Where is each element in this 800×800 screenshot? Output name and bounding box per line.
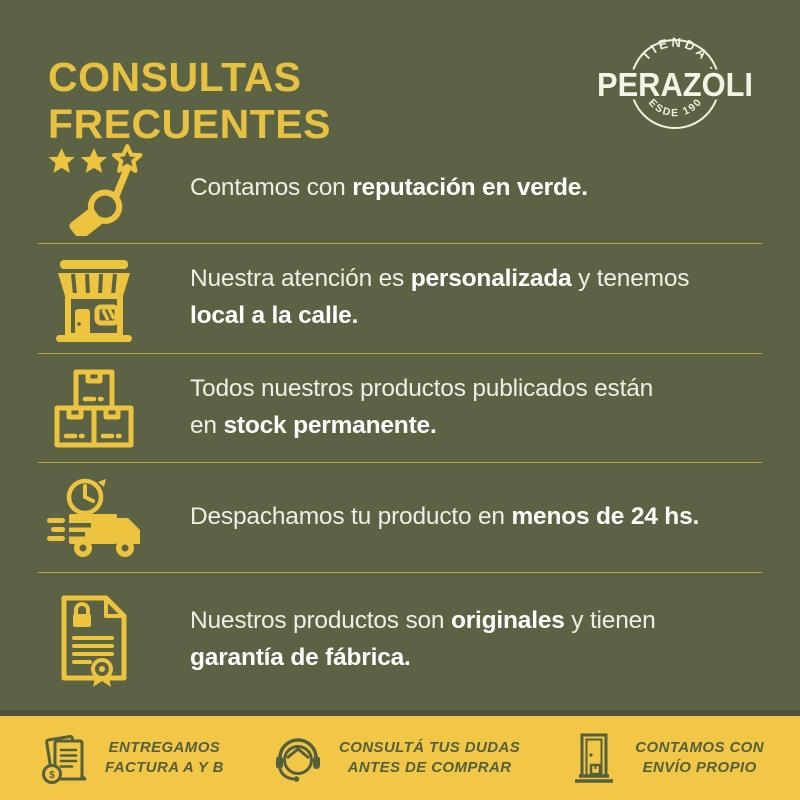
- invoice-icon: $: [42, 734, 87, 784]
- headset-icon: [276, 738, 321, 782]
- storefront-icon: [38, 252, 190, 344]
- perazoli-logo: · TIENDA · PERAZOLI · DESDE 1905 ·: [590, 26, 757, 129]
- divider: [38, 242, 762, 244]
- rating-stars-hand-icon: [38, 140, 190, 237]
- page-title: CONSULTAS FRECUENTES: [48, 54, 331, 147]
- feature-row-warranty: Nuestros productos son originales y tien…: [38, 573, 762, 706]
- divider: [38, 352, 762, 354]
- stacked-boxes-icon: [38, 362, 190, 454]
- footer-top-strip: [0, 710, 800, 716]
- footer-text-invoice: ENTREGAMOS FACTURA A Y B: [105, 738, 224, 776]
- svg-text:$: $: [49, 770, 55, 781]
- divider: [38, 572, 762, 574]
- header: CONSULTAS FRECUENTES · TIENDA · PERAZOLI…: [0, 0, 800, 147]
- divider: [38, 462, 762, 464]
- feature-row-stock: Todos nuestros productos publicados está…: [38, 354, 762, 463]
- footer-text-support: CONSULTÁ TUS DUDAS ANTES DE COMPRAR: [339, 738, 521, 776]
- feature-text-stock: Todos nuestros productos publicados está…: [190, 375, 654, 440]
- footer-text-delivery: CONTAMOS CON ENVÍO PROPIO: [635, 738, 764, 776]
- delivery-truck-clock-icon: [38, 472, 190, 564]
- feature-row-reputation: Contamos con reputación en verde.: [38, 134, 762, 243]
- footer: $ ENTREGAMOS FACTURA A Y B CONSULTÁ TUS …: [0, 716, 800, 800]
- feature-text-attention: Nuestra atención es personalizada y tene…: [190, 265, 690, 330]
- feature-list: Contamos con reputación en verde.: [0, 134, 800, 710]
- footer-item-support: CONSULTÁ TUS DUDAS ANTES DE COMPRAR: [270, 730, 520, 786]
- feature-text-warranty: Nuestros productos son originales y tien…: [190, 606, 656, 671]
- feature-text-reputation: Contamos con reputación en verde.: [190, 174, 588, 202]
- feature-row-shipping-speed: Despachamos tu producto en menos de 24 h…: [38, 463, 762, 572]
- feature-row-attention: Nuestra atención es personalizada y tene…: [38, 244, 762, 353]
- feature-text-shipping-speed: Despachamos tu producto en menos de 24 h…: [190, 503, 700, 531]
- door-icon: [575, 733, 614, 783]
- footer-item-delivery: CONTAMOS CON ENVÍO PROPIO: [566, 730, 764, 786]
- footer-item-invoice: $ ENTREGAMOS FACTURA A Y B: [36, 730, 224, 786]
- logo-name-text: PERAZOLI: [597, 66, 753, 103]
- certificate-icon: [38, 590, 190, 690]
